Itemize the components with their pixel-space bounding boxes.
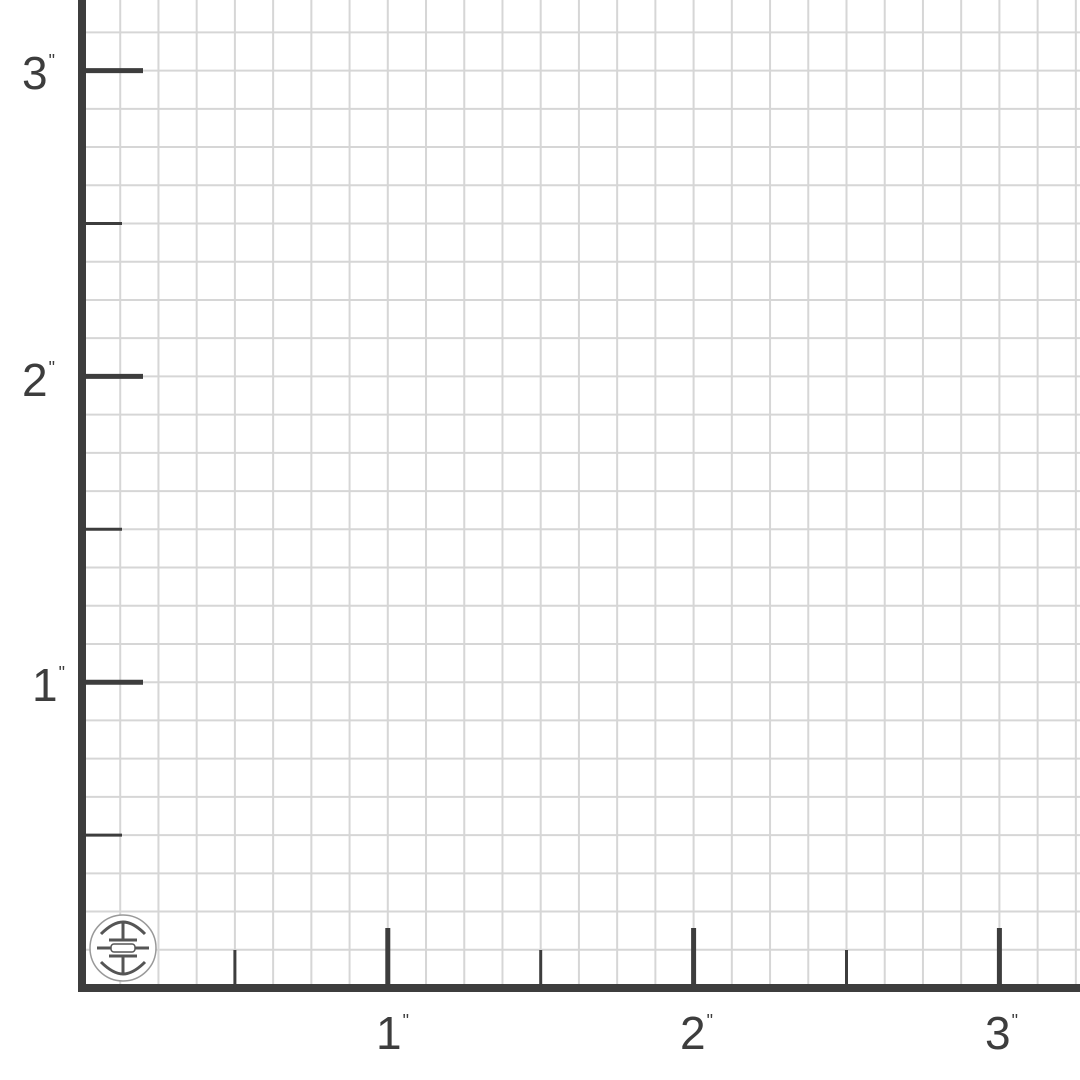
shou-logo-icon [89,914,157,982]
x-label-2: 2 " [680,1007,713,1059]
x-label-1: 1 " [376,1007,409,1059]
y-label-2: 2 " [22,354,55,406]
y-label-3: 3 " [22,47,55,99]
x-label-3: 3 " [985,1007,1018,1059]
y-label-1: 1 " [32,659,65,711]
